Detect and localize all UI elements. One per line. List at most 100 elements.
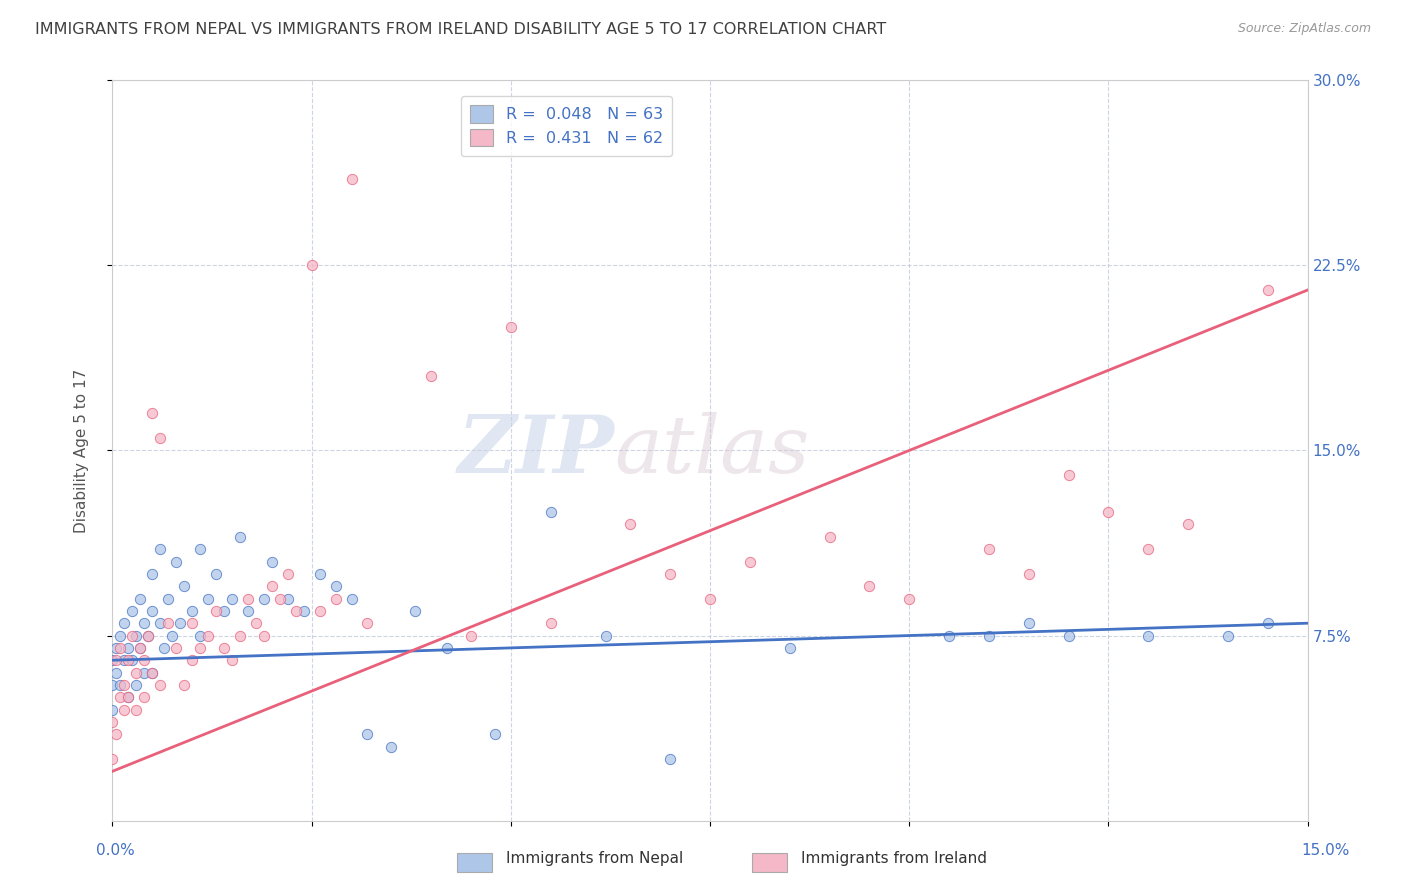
Point [197, 591, 219, 606]
Point [149, 616, 172, 631]
Point [1057, 468, 1080, 483]
Text: 0.0%: 0.0% [96, 843, 135, 858]
Point [229, 530, 252, 544]
Point [114, 616, 135, 631]
Point [138, 628, 160, 642]
Point [858, 579, 880, 593]
Point [277, 591, 299, 606]
Text: Immigrants from Ireland: Immigrants from Ireland [801, 851, 987, 865]
Point [105, 727, 128, 741]
Point [169, 616, 191, 631]
Point [1057, 628, 1080, 642]
Point [659, 752, 682, 766]
Point [165, 640, 187, 655]
Point [619, 517, 641, 532]
Point [260, 554, 283, 569]
Point [818, 530, 841, 544]
Point [229, 628, 252, 642]
Point [101, 678, 124, 692]
Point [284, 604, 307, 618]
Point [1137, 628, 1160, 642]
Point [540, 505, 562, 519]
Point [404, 604, 426, 618]
Point [340, 591, 363, 606]
Point [101, 714, 124, 729]
Point [1257, 616, 1279, 631]
Point [253, 591, 276, 606]
Point [325, 579, 347, 593]
Point [117, 690, 139, 705]
Point [121, 628, 143, 642]
Point [110, 690, 132, 705]
Point [356, 727, 378, 741]
Point [540, 616, 562, 631]
Point [938, 628, 960, 642]
Point [212, 604, 235, 618]
Point [149, 678, 172, 692]
Point [1257, 283, 1279, 297]
Point [129, 640, 152, 655]
Point [301, 259, 323, 273]
Point [157, 591, 180, 606]
Point [188, 628, 211, 642]
Point [898, 591, 921, 606]
Point [134, 653, 156, 667]
Point [699, 591, 721, 606]
Point [157, 616, 180, 631]
Point [1177, 517, 1199, 532]
Point [114, 653, 135, 667]
Point [221, 591, 243, 606]
Point [165, 554, 187, 569]
Point [212, 640, 235, 655]
Point [134, 616, 156, 631]
Point [129, 640, 152, 655]
Point [125, 665, 148, 680]
Point [499, 320, 522, 334]
Point [738, 554, 761, 569]
Point [181, 653, 204, 667]
Point [221, 653, 243, 667]
Point [420, 369, 443, 384]
Point [205, 604, 228, 618]
Point [595, 628, 617, 642]
Text: IMMIGRANTS FROM NEPAL VS IMMIGRANTS FROM IRELAND DISABILITY AGE 5 TO 17 CORRELAT: IMMIGRANTS FROM NEPAL VS IMMIGRANTS FROM… [35, 22, 886, 37]
Point [173, 678, 195, 692]
Point [141, 407, 163, 421]
Point [269, 591, 291, 606]
Text: Source: ZipAtlas.com: Source: ZipAtlas.com [1237, 22, 1371, 36]
Point [134, 690, 156, 705]
Point [292, 604, 315, 618]
Text: atlas: atlas [614, 412, 810, 489]
Text: Immigrants from Nepal: Immigrants from Nepal [506, 851, 683, 865]
Point [460, 628, 482, 642]
Point [105, 653, 128, 667]
Point [1097, 505, 1119, 519]
Point [141, 604, 163, 618]
Point [138, 628, 160, 642]
Point [149, 431, 172, 445]
Point [181, 616, 204, 631]
Point [380, 739, 402, 754]
Point [205, 566, 228, 581]
Point [162, 628, 183, 642]
Point [125, 703, 148, 717]
Point [153, 640, 176, 655]
Point [1137, 542, 1160, 557]
Legend: R =  0.048   N = 63, R =  0.431   N = 62: R = 0.048 N = 63, R = 0.431 N = 62 [461, 95, 672, 156]
Point [117, 653, 139, 667]
Point [125, 678, 148, 692]
Point [245, 616, 267, 631]
Point [253, 628, 276, 642]
Point [340, 172, 363, 186]
Point [779, 640, 801, 655]
Point [436, 640, 458, 655]
Point [105, 640, 128, 655]
Point [110, 628, 132, 642]
Text: 15.0%: 15.0% [1302, 843, 1350, 858]
Point [117, 690, 139, 705]
Point [121, 653, 143, 667]
Y-axis label: Disability Age 5 to 17: Disability Age 5 to 17 [75, 368, 89, 533]
Point [659, 566, 682, 581]
Point [114, 703, 135, 717]
Point [121, 604, 143, 618]
